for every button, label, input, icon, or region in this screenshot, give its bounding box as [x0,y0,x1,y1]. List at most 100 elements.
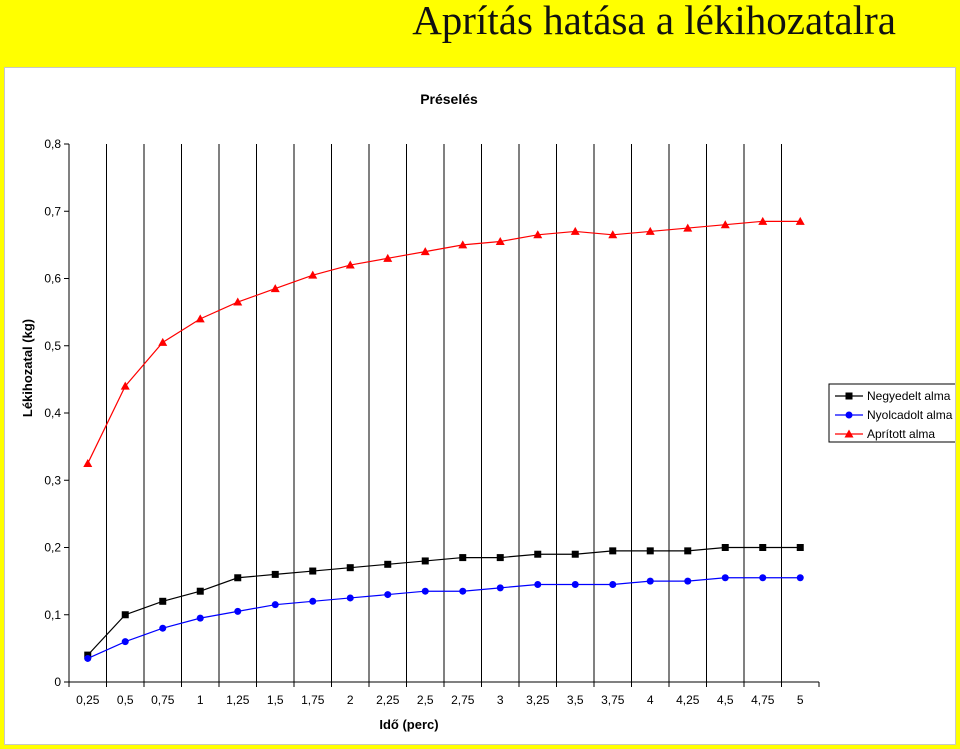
data-point-negyedelt-alma [571,550,579,558]
data-point-nyolcadolt-alma [346,594,354,602]
legend-label-nyolcadolt-alma: Nyolcadolt alma [867,408,953,422]
y-tick-label: 0 [54,675,61,689]
data-point-negyedelt-alma [159,597,167,605]
x-tick-label: 2 [347,693,354,707]
data-point-nyolcadolt-alma [534,580,542,588]
chart-area: Préselés 0 0,1 0,2 0,3 0,4 0,5 0,6 0,7 0,8 0,25 0,5… [4,67,956,745]
data-point-aprított-alma [795,216,805,225]
data-point-nyolcadolt-alma [121,638,129,646]
series-line-negyedelt-alma [87,546,801,656]
x-tick-label: 2,25 [376,693,400,707]
data-point-nyolcadolt-alma [159,624,167,632]
data-point-negyedelt-alma [196,587,204,595]
y-tick-label: 0,7 [44,204,61,218]
x-tick-label: 4,25 [676,693,700,707]
data-point-nyolcadolt-alma [759,574,767,582]
x-tick-label: 5 [797,693,804,707]
data-point-aprított-alma [233,297,243,306]
data-point-aprított-alma [383,253,393,262]
data-point-nyolcadolt-alma [271,601,279,609]
data-point-negyedelt-alma [459,554,467,562]
data-point-negyedelt-alma [346,564,354,572]
series-line-nyolcadolt-alma [87,577,801,660]
x-tick-label: 0,75 [151,693,175,707]
x-tick-label: 2,75 [451,693,475,707]
data-point-negyedelt-alma [271,570,279,578]
x-tick-label: 4,75 [751,693,775,707]
x-tick-label: 4,5 [717,693,734,707]
data-point-aprított-alma [533,230,543,239]
data-point-negyedelt-alma [609,547,617,555]
data-point-nyolcadolt-alma [234,607,242,615]
data-point-negyedelt-alma [121,611,129,619]
data-point-aprított-alma [758,216,768,225]
x-tick-label: 2,5 [417,693,434,707]
data-point-aprított-alma [645,226,655,235]
x-tick-label: 3,25 [526,693,550,707]
data-point-negyedelt-alma [534,550,542,558]
x-tick-label: 3,5 [567,693,584,707]
y-tick-label: 0,4 [44,406,61,420]
x-tick-label: 0,5 [117,693,134,707]
x-tick-label: 4 [647,693,654,707]
x-tick-label: 1 [197,693,204,707]
x-tick-label: 0,25 [76,693,100,707]
data-point-nyolcadolt-alma [496,584,504,592]
data-point-aprított-alma [158,337,168,346]
data-point-aprított-alma [345,260,355,269]
x-tick-label: 1,25 [226,693,250,707]
data-point-negyedelt-alma [646,547,654,555]
data-point-negyedelt-alma [684,547,692,555]
x-tick-label: 1,5 [267,693,284,707]
data-point-aprított-alma [608,230,618,239]
data-point-nyolcadolt-alma [609,580,617,588]
data-point-nyolcadolt-alma [796,574,804,582]
x-axis-label: Idő (perc) [379,717,438,732]
y-axis-label: Lékihozatal (kg) [20,319,35,417]
line-chart: Préselés 0 0,1 0,2 0,3 0,4 0,5 0,6 0,7 0,8 0,25 0,5… [20,91,955,732]
legend-marker-negyedelt-alma [845,392,853,400]
data-point-aprított-alma [83,458,93,467]
data-point-nyolcadolt-alma [196,614,204,622]
y-tick-label: 0,5 [44,339,61,353]
x-tick-label: 1,75 [301,693,325,707]
data-point-nyolcadolt-alma [646,577,654,585]
x-tick-label: 3 [497,693,504,707]
data-point-nyolcadolt-alma [684,577,692,585]
data-point-aprított-alma [308,270,318,279]
data-point-negyedelt-alma [759,544,767,551]
data-point-negyedelt-alma [309,567,317,575]
data-point-nyolcadolt-alma [84,654,92,662]
chart-title: Préselés [420,91,478,107]
data-point-aprított-alma [570,226,580,235]
data-point-aprított-alma [458,240,468,249]
data-point-aprított-alma [720,220,730,229]
data-point-aprított-alma [120,381,130,390]
data-point-nyolcadolt-alma [309,597,317,605]
y-tick-label: 0,1 [44,608,61,622]
legend-marker-aprított-alma [844,429,854,438]
data-point-nyolcadolt-alma [721,574,729,582]
data-point-aprított-alma [495,237,505,246]
y-tick-label: 0,3 [44,473,61,487]
x-tick-label: 3,75 [601,693,625,707]
data-point-aprított-alma [270,284,280,293]
data-point-aprított-alma [420,247,430,256]
y-tick-label: 0,6 [44,272,61,286]
legend-marker-nyolcadolt-alma [845,411,853,419]
data-point-negyedelt-alma [721,544,729,551]
data-point-nyolcadolt-alma [571,580,579,588]
data-point-negyedelt-alma [796,544,804,551]
data-point-aprított-alma [195,314,205,323]
y-tick-label: 0,8 [44,137,61,151]
series-line-aprított-alma [87,220,801,464]
data-point-nyolcadolt-alma [384,591,392,599]
data-point-negyedelt-alma [496,554,504,562]
y-tick-label: 0,2 [44,541,61,555]
data-point-negyedelt-alma [421,557,429,565]
data-point-nyolcadolt-alma [421,587,429,595]
data-point-negyedelt-alma [234,574,242,582]
legend-label-negyedelt-alma: Negyedelt alma [867,389,951,403]
slide-title: Aprítás hatása a lékihozatalra [412,0,896,43]
legend-label-aprított-alma: Aprított alma [867,427,935,441]
